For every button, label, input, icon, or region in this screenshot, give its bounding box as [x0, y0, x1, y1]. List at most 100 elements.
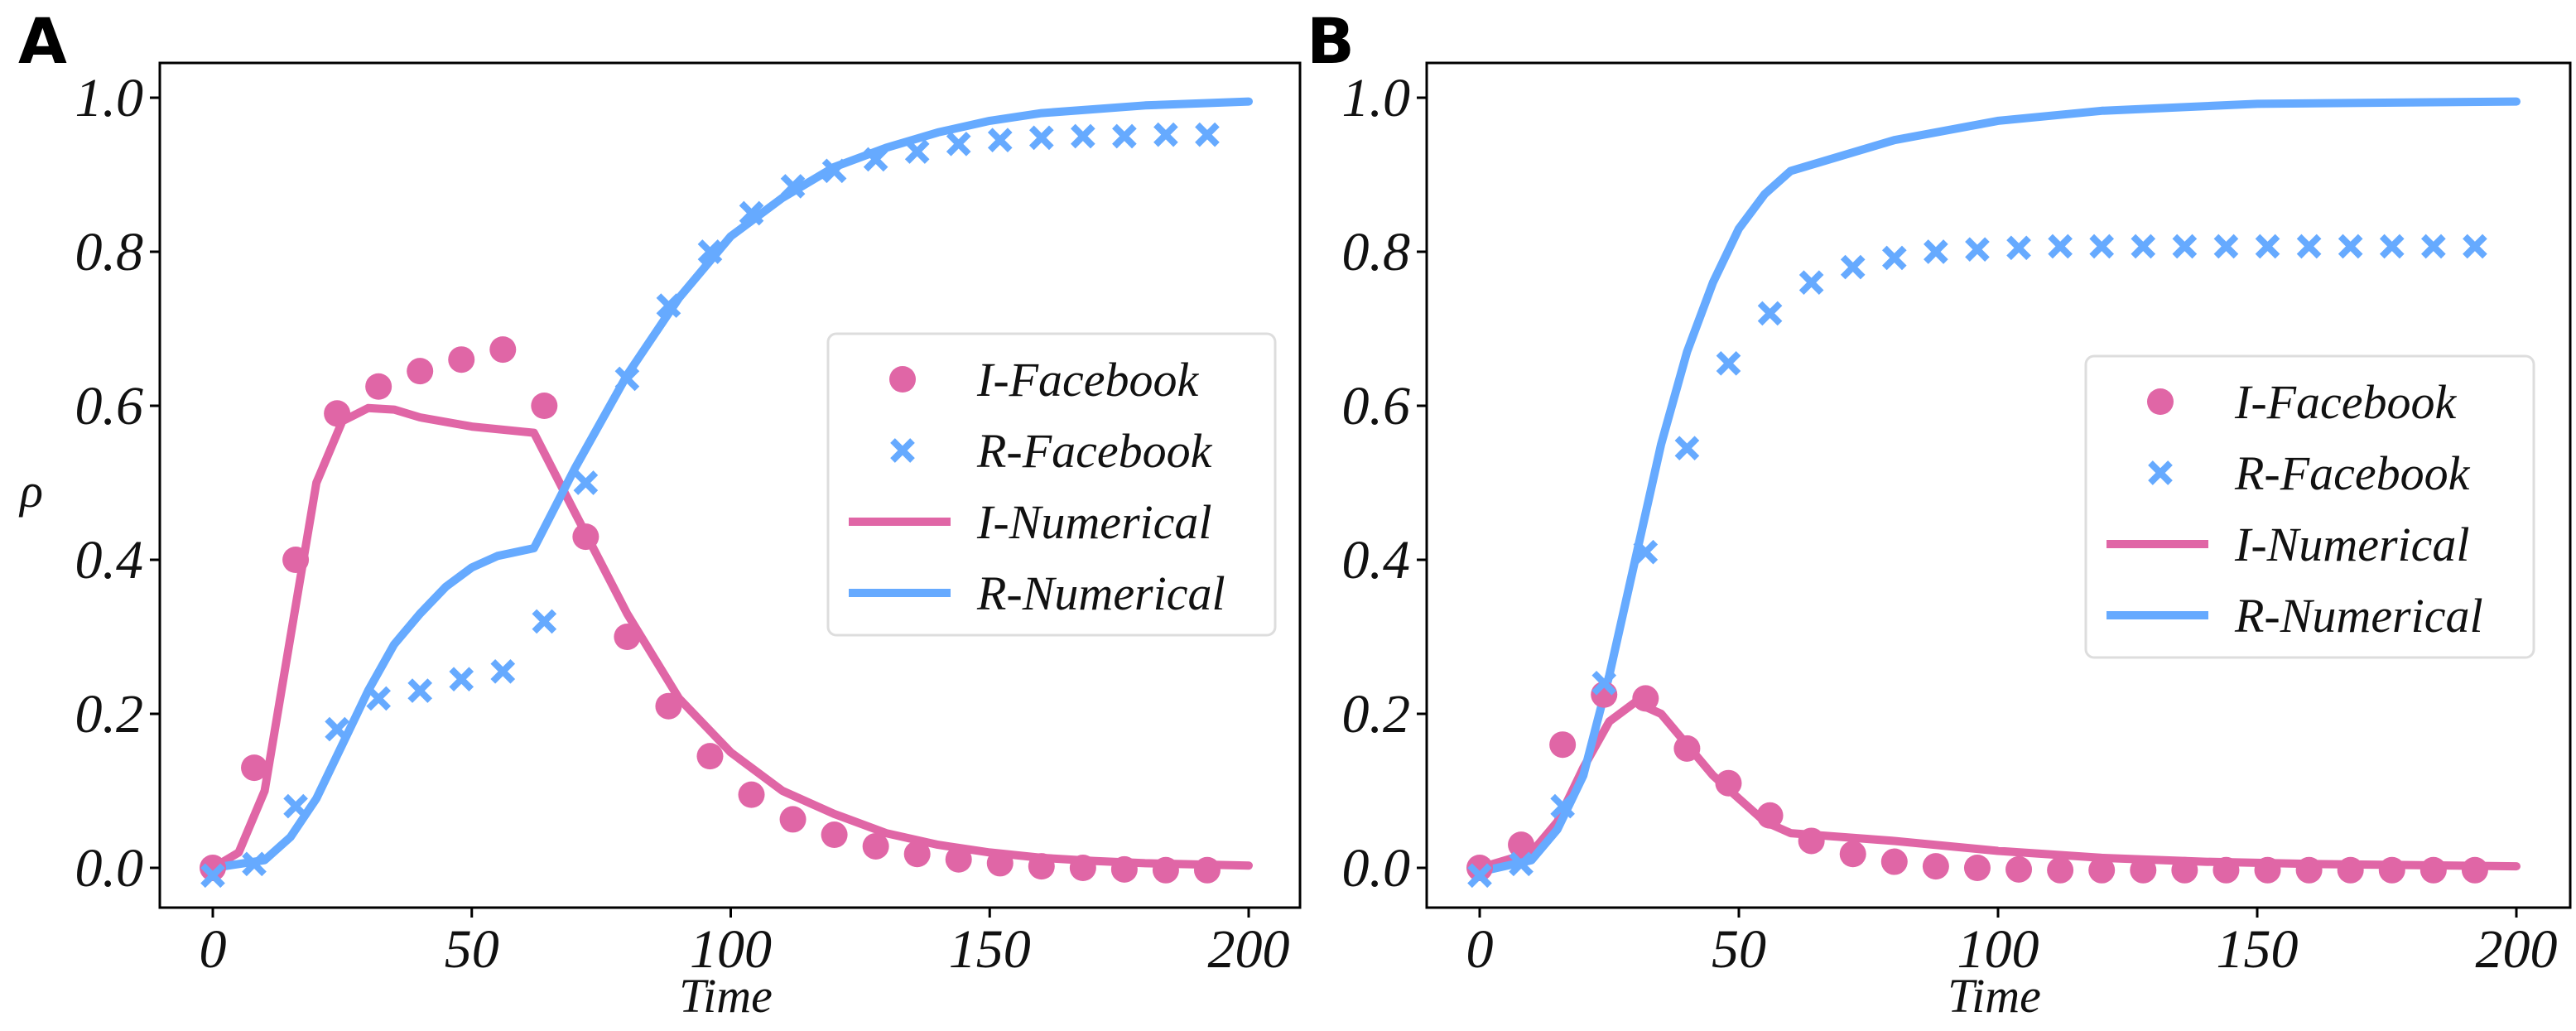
legend-marker-x — [890, 438, 915, 463]
point-r-facebook — [739, 200, 764, 226]
point-i-facebook — [489, 336, 517, 364]
point-r-facebook — [2048, 234, 2073, 259]
point-r-facebook — [946, 131, 971, 157]
point-r-facebook — [1028, 125, 1054, 151]
point-r-facebook — [2338, 234, 2363, 259]
point-r-facebook — [1509, 851, 1534, 877]
legend-marker-circle — [889, 366, 916, 393]
point-r-facebook — [2255, 234, 2280, 259]
point-r-facebook — [366, 686, 391, 711]
point-r-facebook — [1757, 301, 1783, 326]
point-i-facebook — [282, 547, 310, 573]
point-i-facebook — [903, 841, 931, 868]
point-r-facebook — [2213, 234, 2239, 259]
point-r-facebook — [283, 793, 308, 819]
point-i-facebook — [2005, 855, 2033, 883]
point-i-facebook — [1193, 856, 1221, 884]
point-i-facebook — [1466, 855, 1493, 881]
point-i-facebook — [738, 781, 765, 808]
panel-label: A — [18, 4, 67, 78]
point-i-facebook — [1152, 856, 1179, 884]
point-i-facebook — [1110, 855, 1138, 883]
panel-A: A 0 50 100 150 200 0.0 0.2 0.4 0.6 0.8 1.0 Time ρ I-Fa… — [18, 4, 1302, 1023]
point-i-facebook — [2378, 856, 2405, 884]
legend-box — [2084, 354, 2535, 659]
point-r-facebook — [1924, 239, 1948, 264]
point-r-facebook — [2172, 234, 2198, 259]
legend-marker-circle — [2147, 388, 2174, 415]
point-r-facebook — [200, 863, 225, 889]
x-tick-label: 200 — [2476, 919, 2558, 980]
point-i-facebook — [2337, 856, 2364, 884]
point-i-facebook — [2254, 856, 2281, 884]
point-i-facebook — [2088, 856, 2116, 884]
legend-label: R-Numerical — [976, 566, 1225, 620]
y-tick-label: 0.2 — [1342, 684, 1411, 744]
point-i-facebook — [1069, 855, 1096, 881]
y-tick-label: 0.2 — [75, 684, 144, 744]
point-r-facebook — [2089, 234, 2115, 259]
point-r-facebook — [1153, 122, 1178, 147]
point-r-facebook — [449, 667, 474, 691]
point-r-facebook — [573, 470, 599, 495]
point-i-facebook — [200, 855, 226, 881]
point-i-facebook — [1673, 735, 1701, 762]
point-r-facebook — [490, 659, 516, 684]
point-i-facebook — [1632, 685, 1659, 712]
point-i-facebook — [324, 400, 351, 427]
y-tick-label: 0.4 — [75, 530, 144, 590]
point-r-facebook — [863, 147, 888, 172]
point-i-facebook — [365, 373, 392, 400]
point-r-facebook — [1195, 122, 1220, 147]
series-line-i-numerical — [1476, 698, 2521, 872]
point-r-facebook — [1965, 237, 1990, 263]
legend: I-Facebook R-Facebook I-Numerical R-Numeric… — [2084, 354, 2535, 659]
point-r-facebook — [532, 609, 557, 634]
point-i-facebook — [2171, 856, 2198, 884]
point-r-facebook — [2006, 235, 2031, 261]
point-r-facebook — [1881, 245, 1907, 271]
x-tick-label: 0 — [1466, 919, 1494, 980]
point-r-facebook — [1633, 539, 1659, 565]
point-i-facebook — [1880, 848, 1908, 875]
x-tick-label: 50 — [445, 919, 499, 980]
point-r-facebook — [614, 366, 640, 392]
legend-label: R-Facebook — [976, 424, 1213, 478]
point-i-facebook — [531, 393, 558, 419]
y-tick-label: 0.0 — [75, 838, 144, 899]
series-line-r-numerical — [209, 97, 1253, 872]
point-i-facebook — [572, 523, 599, 551]
point-r-facebook — [2379, 234, 2405, 259]
x-tick-label: 150 — [949, 919, 1031, 980]
point-i-facebook — [2047, 856, 2074, 884]
point-i-facebook — [1508, 831, 1535, 859]
legend-box — [826, 332, 1277, 637]
point-r-facebook — [1550, 793, 1575, 819]
y-tick-label: 0.4 — [1342, 530, 1411, 590]
legend: I-Facebook R-Facebook I-Numerical R-Numeric… — [826, 332, 1277, 637]
x-tick-label: 0 — [200, 919, 227, 980]
point-i-facebook — [655, 692, 682, 720]
point-i-facebook — [407, 358, 434, 385]
y-tick-label: 0.8 — [75, 222, 144, 282]
point-r-facebook — [2463, 234, 2487, 259]
point-r-facebook — [407, 678, 433, 703]
point-r-facebook — [242, 851, 267, 877]
point-r-facebook — [1467, 863, 1492, 889]
point-i-facebook — [614, 624, 641, 650]
panel-label: B — [1307, 4, 1355, 78]
point-i-facebook — [779, 806, 807, 833]
y-tick-label: 0.6 — [75, 376, 144, 436]
point-i-facebook — [986, 850, 1014, 877]
point-i-facebook — [1963, 855, 1991, 881]
point-r-facebook — [2131, 234, 2156, 259]
legend-label: I-Numerical — [2234, 518, 2470, 571]
point-i-facebook — [241, 754, 268, 782]
point-r-facebook — [904, 139, 930, 164]
y-tick-label: 1.0 — [75, 68, 144, 128]
point-i-facebook — [2461, 856, 2488, 884]
point-i-facebook — [1839, 841, 1866, 868]
legend-label: R-Facebook — [2234, 446, 2471, 500]
panel-B: B 0 50 100 150 200 0.0 0.2 0.4 0.6 0.8 1.0 Time I-Fac… — [1307, 4, 2572, 1023]
